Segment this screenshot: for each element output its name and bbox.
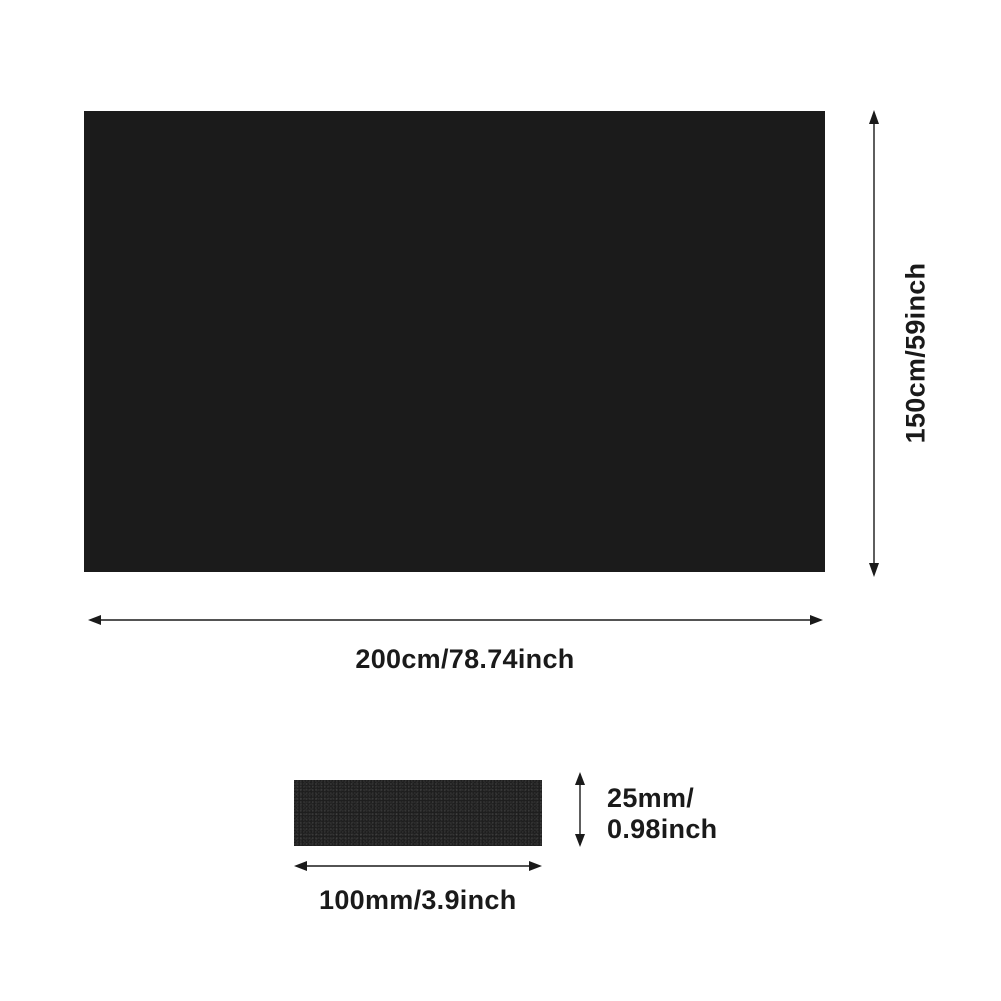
sheet-width-label: 200cm/78.74inch xyxy=(355,644,575,674)
sheet-width-arrow xyxy=(88,615,823,625)
sponge-width-label: 100mm/3.9inch xyxy=(319,885,517,915)
sheet-height-label: 150cm/59inch xyxy=(900,262,931,444)
sheet-height-arrow xyxy=(869,110,879,577)
sponge-height-arrow xyxy=(575,772,585,847)
sponge-height-label-line1: 25mm/ xyxy=(607,783,695,813)
sponge-width-arrow xyxy=(294,861,542,871)
black-sheet xyxy=(84,111,825,572)
sponge-height-label: 25mm/ 0.98inch xyxy=(607,783,717,845)
sponge-height-label-line2: 0.98inch xyxy=(607,814,718,844)
foam-strip xyxy=(294,780,542,846)
